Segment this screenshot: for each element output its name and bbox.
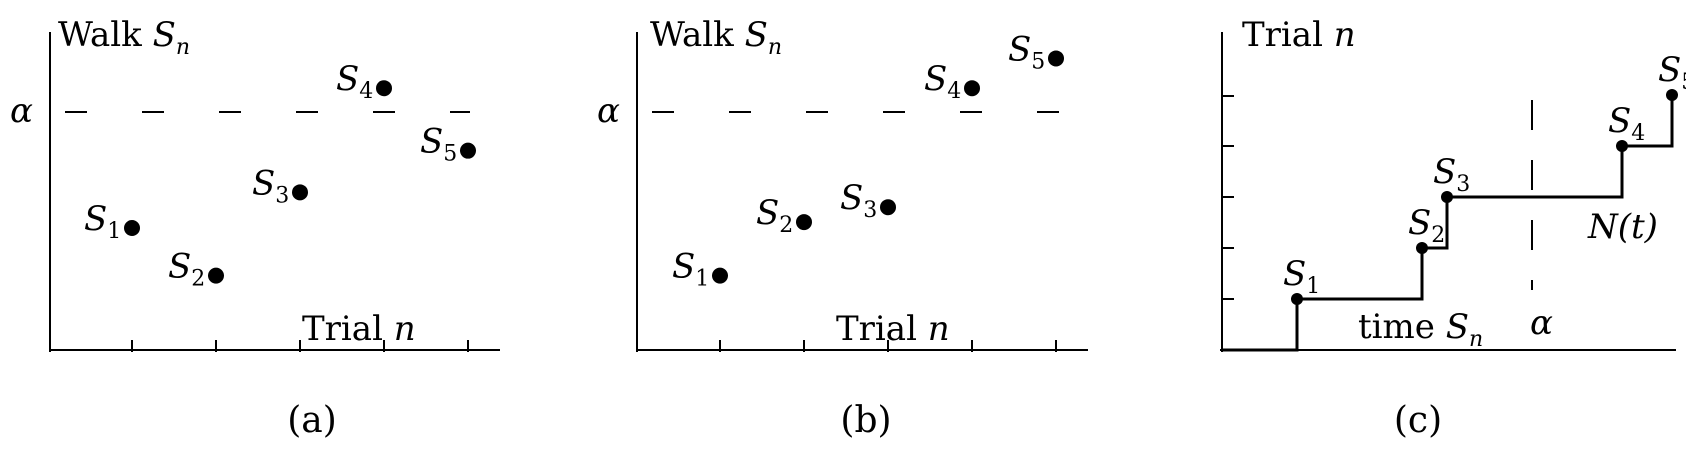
x-ticks xyxy=(719,340,1057,352)
arrival-points: S1 S2 S3 S4 S5 xyxy=(1283,50,1686,305)
alpha-time-label: α xyxy=(1530,303,1553,343)
caption: (c) xyxy=(1394,400,1442,441)
arrival-point-label: S4 xyxy=(1608,101,1645,146)
walk-point xyxy=(124,220,140,237)
walk-point-label: S2 xyxy=(168,247,205,292)
walk-points: S1 S2 S3 S4 S5 xyxy=(84,59,476,292)
walk-point xyxy=(376,80,392,97)
walk-point xyxy=(292,184,308,201)
panel-a: α Walk Sn Trial n S1 S2 S3 S4 S5 (a) xyxy=(10,15,500,441)
walk-point xyxy=(796,214,812,231)
walk-point-label: S1 xyxy=(84,199,121,244)
walk-point-label: S4 xyxy=(924,59,961,104)
arrival-point xyxy=(1416,242,1428,254)
walk-point xyxy=(460,142,476,159)
walk-point xyxy=(712,267,728,284)
threshold-label: α xyxy=(10,91,33,131)
y-axis-label: Trial n xyxy=(1242,15,1356,55)
walk-point-label: S1 xyxy=(672,247,709,292)
panel-c: S1 S2 S3 S4 S5 Trial n time Sn α N(t) (c) xyxy=(1220,15,1686,441)
arrival-point-label: S3 xyxy=(1433,152,1470,197)
x-axis-label: Trial n xyxy=(836,309,950,349)
walk-point-label: S2 xyxy=(756,193,793,238)
arrival-point xyxy=(1666,89,1678,101)
walk-point-label: S5 xyxy=(420,122,457,167)
arrival-point-label: S5 xyxy=(1658,50,1686,95)
arrival-point xyxy=(1616,140,1628,152)
arrival-point-label: S2 xyxy=(1408,203,1445,248)
walk-point-label: S3 xyxy=(840,178,877,223)
threshold-label: α xyxy=(597,91,620,131)
walk-point xyxy=(880,199,896,216)
x-axis-label: Trial n xyxy=(302,309,416,349)
walk-point-label: S5 xyxy=(1008,29,1045,74)
panel-b: α Walk Sn Trial n S1 S2 S3 S4 S5 (b) xyxy=(597,15,1088,441)
y-axis-label: Walk Sn xyxy=(58,15,190,60)
walk-point xyxy=(208,267,224,284)
walk-point-label: S4 xyxy=(336,59,373,104)
walk-point xyxy=(964,80,980,97)
walk-points: S1 S2 S3 S4 S5 xyxy=(672,29,1064,292)
arrival-point xyxy=(1291,293,1303,305)
y-axis-label: Walk Sn xyxy=(650,15,782,60)
y-ticks xyxy=(1222,95,1234,300)
caption: (b) xyxy=(840,400,891,441)
x-ticks xyxy=(131,340,469,352)
counter-label: N(t) xyxy=(1587,207,1658,247)
arrival-point-label: S1 xyxy=(1283,254,1320,299)
arrival-point xyxy=(1441,191,1453,203)
counting-step-path xyxy=(1222,95,1674,352)
x-axis-label: time Sn xyxy=(1358,307,1483,352)
walk-point xyxy=(1048,50,1064,67)
walk-point-label: S3 xyxy=(252,163,289,208)
caption: (a) xyxy=(287,400,337,441)
